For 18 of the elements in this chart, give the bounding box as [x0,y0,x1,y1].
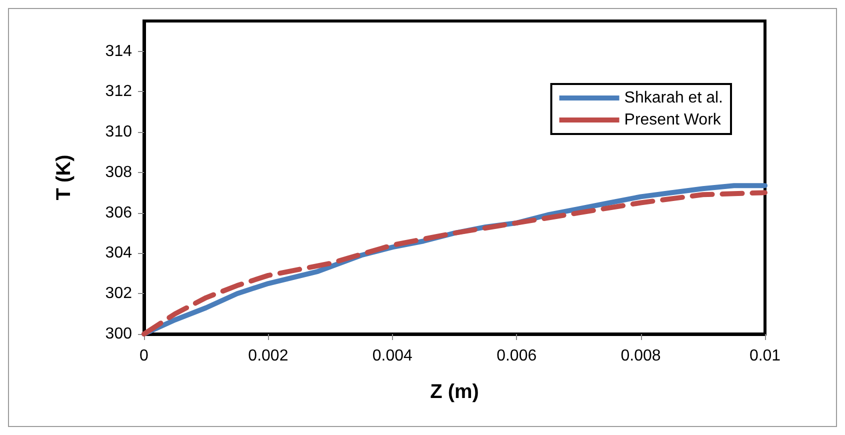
x-axis-title: Z (m) [430,381,479,403]
x-tick-label: 0.008 [620,348,661,364]
y-tick-label: 300 [105,326,132,342]
y-tick-label: 302 [105,285,132,302]
x-tick-label: 0.01 [749,348,781,364]
legend-label: Shkarah et al. [624,90,724,106]
y-tick-label: 306 [105,204,132,222]
x-tick-label: 0.004 [372,348,413,364]
x-tick-label: 0.002 [248,348,288,364]
legend-label: Present Work [624,112,722,128]
y-tick-label: 314 [105,42,132,60]
x-tick-label: 0.006 [496,348,537,364]
y-tick-label: 304 [105,244,132,262]
y-tick-label: 308 [105,164,132,181]
x-tick-label: 0 [140,348,149,364]
y-tick-label: 310 [105,124,132,141]
y-tick-label: 312 [105,83,132,100]
y-axis-title: T (K) [53,154,75,200]
